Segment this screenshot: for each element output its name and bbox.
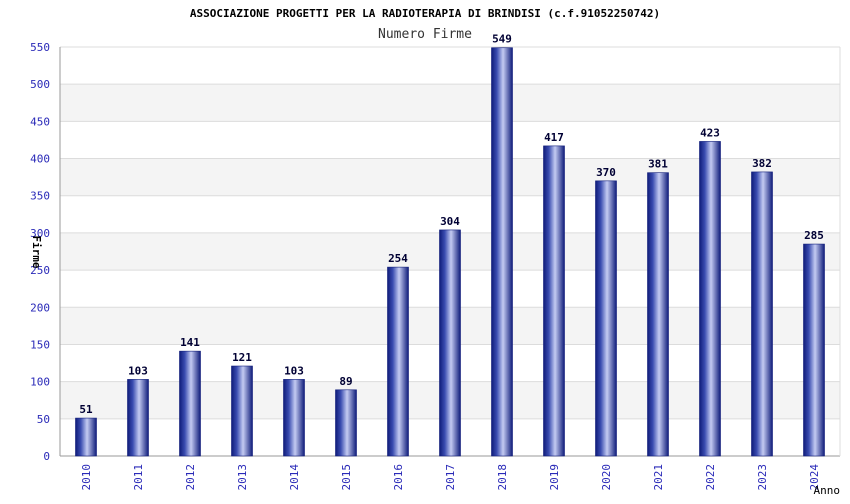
x-tick-label: 2012 (184, 464, 197, 491)
y-tick-label: 200 (30, 301, 50, 314)
y-tick-label: 500 (30, 78, 50, 91)
y-tick-label: 400 (30, 153, 50, 166)
bar (491, 47, 513, 457)
bar (231, 365, 253, 457)
bar (75, 417, 97, 457)
x-axis-label: Anno (814, 484, 841, 497)
background-band (60, 121, 840, 159)
y-tick-label: 450 (30, 115, 50, 128)
chart-title: ASSOCIAZIONE PROGETTI PER LA RADIOTERAPI… (190, 7, 660, 20)
bar (387, 266, 409, 457)
y-axis-label: Firme (30, 235, 43, 268)
data-label: 423 (700, 126, 720, 139)
y-tick-label: 100 (30, 376, 50, 389)
data-label: 381 (648, 158, 668, 171)
bar (751, 171, 773, 457)
bar (803, 243, 825, 457)
data-label: 254 (388, 252, 408, 265)
x-tick-label: 2014 (288, 464, 301, 491)
x-tick-label: 2011 (132, 464, 145, 491)
y-tick-label: 550 (30, 41, 50, 54)
bar (283, 379, 305, 457)
data-label: 141 (180, 336, 200, 349)
x-tick-label: 2015 (340, 464, 353, 491)
bar (543, 145, 565, 457)
y-tick-label: 350 (30, 190, 50, 203)
data-label: 103 (284, 364, 304, 377)
y-tick-label: 300 (30, 227, 50, 240)
bar (179, 350, 201, 457)
y-tick-label: 150 (30, 338, 50, 351)
x-tick-label: 2019 (548, 464, 561, 491)
background-band (60, 47, 840, 85)
x-tick-label: 2024 (808, 464, 821, 491)
bar (699, 141, 721, 457)
data-label: 417 (544, 131, 564, 144)
x-tick-label: 2022 (704, 464, 717, 491)
data-label: 103 (128, 364, 148, 377)
chart-subtitle: Numero Firme (378, 27, 472, 42)
x-tick-label: 2021 (652, 464, 665, 491)
x-tick-label: 2013 (236, 464, 249, 491)
x-tick-label: 2016 (392, 464, 405, 491)
bar (335, 389, 357, 457)
x-tick-label: 2010 (80, 464, 93, 491)
x-tick-labels: 2010 2011 2012 2013 2014 2015 2016 2017 2018 2019… (80, 464, 821, 491)
data-label: 382 (752, 157, 772, 170)
y-tick-label: 250 (30, 264, 50, 277)
data-label: 304 (440, 215, 460, 228)
x-tick-label: 2017 (444, 464, 457, 491)
y-tick-label: 50 (37, 413, 50, 426)
data-label: 370 (596, 166, 616, 179)
y-tick-labels: 0 50 100 150 200 250 300 350 400 450 500 550 (30, 41, 50, 463)
x-tick-label: 2020 (600, 464, 613, 491)
background-band (60, 158, 840, 196)
background-band (60, 84, 840, 122)
data-labels: 51 103 141 121 103 89 254 304 549 417 370 381 423 382… (79, 33, 824, 416)
bar (595, 180, 617, 457)
bar (647, 172, 669, 457)
data-label: 51 (79, 403, 93, 416)
bars (75, 47, 825, 457)
data-label: 121 (232, 351, 252, 364)
bar (439, 229, 461, 457)
bar (127, 379, 149, 457)
data-label: 285 (804, 229, 824, 242)
y-tick-label: 0 (43, 450, 50, 463)
data-label: 549 (492, 33, 512, 46)
data-label: 89 (339, 375, 352, 388)
x-tick-label: 2023 (756, 464, 769, 491)
x-tick-label: 2018 (496, 464, 509, 491)
